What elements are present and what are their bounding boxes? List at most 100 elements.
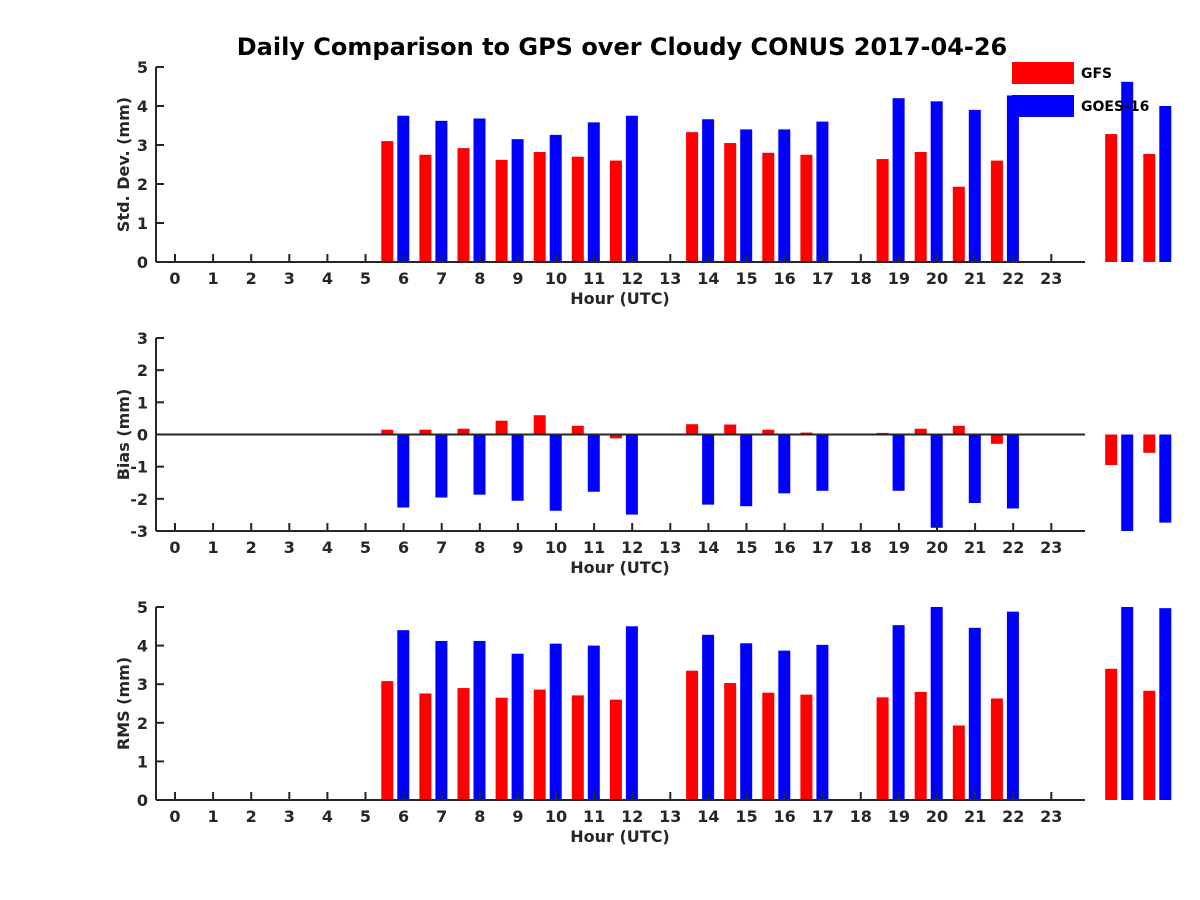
x-tick-label: 10 (545, 538, 567, 557)
x-tick-label: 2 (246, 269, 257, 288)
bar-goes-16-hour-4 (435, 640, 448, 800)
bar-goes-16-hour-17 (930, 101, 943, 262)
x-tick-label: 23 (1040, 538, 1062, 557)
x-tick-label: 16 (773, 538, 795, 557)
bar-gfs-hour-19 (990, 698, 1003, 800)
x-tick-label: 18 (850, 538, 872, 557)
bar-gfs-hour-16 (876, 697, 889, 800)
bar-goes-16-hour-9 (625, 626, 638, 800)
x-tick-label: 17 (812, 269, 834, 288)
x-tick-label: 9 (512, 269, 523, 288)
x-tick-label: 21 (964, 269, 986, 288)
bar-goes-16-hour-6 (511, 653, 524, 800)
y-tick-label: 3 (137, 329, 148, 348)
bar-gfs-hour-22 (1105, 134, 1118, 262)
y-tick-label: 3 (137, 136, 148, 155)
x-tick-label: 5 (360, 269, 371, 288)
bar-goes-16-hour-16 (892, 98, 905, 262)
bar-gfs-hour-12 (724, 683, 737, 800)
bar-gfs-hour-16 (876, 159, 889, 262)
x-tick-label: 13 (659, 807, 681, 826)
x-tick-label: 6 (398, 269, 409, 288)
bar-gfs-hour-13 (762, 692, 775, 800)
y-tick-label: 2 (137, 361, 148, 380)
bar-gfs-hour-4 (419, 429, 432, 435)
bar-gfs-hour-9 (609, 160, 622, 262)
bar-goes-16-hour-18 (968, 627, 981, 800)
bar-goes-16-hour-13 (778, 650, 791, 800)
bar-goes-16-hour-8 (587, 645, 600, 800)
bar-gfs-hour-4 (419, 693, 432, 800)
x-tick-label: 14 (697, 538, 719, 557)
bar-gfs-hour-23 (1143, 434, 1156, 453)
x-tick-label: 5 (360, 538, 371, 557)
x-tick-label: 11 (583, 269, 605, 288)
legend: GFS GOES-16 (1012, 62, 1149, 117)
x-axis-label: Hour (UTC) (570, 289, 670, 308)
bar-gfs-hour-18 (952, 725, 965, 800)
x-tick-label: 11 (583, 538, 605, 557)
x-tick-label: 15 (735, 269, 757, 288)
x-tick-label: 10 (545, 269, 567, 288)
x-tick-label: 3 (284, 538, 295, 557)
legend-label: GOES-16 (1081, 99, 1149, 115)
bar-goes-16-hour-11 (702, 434, 715, 505)
bar-gfs-hour-22 (1105, 434, 1118, 466)
x-tick-label: 8 (474, 269, 485, 288)
x-tick-label: 12 (621, 538, 643, 557)
x-tick-label: 5 (360, 807, 371, 826)
bar-gfs-hour-12 (724, 424, 737, 435)
bar-goes-16-hour-19 (1006, 611, 1019, 800)
x-tick-label: 21 (964, 538, 986, 557)
bar-goes-16-hour-22 (1121, 434, 1134, 531)
bar-goes-16-hour-18 (968, 434, 981, 504)
y-tick-label: 1 (137, 393, 148, 412)
x-tick-label: 23 (1040, 807, 1062, 826)
y-tick-label: 2 (137, 175, 148, 194)
bar-goes-16-hour-19 (1006, 95, 1019, 262)
bar-gfs-hour-13 (762, 429, 775, 435)
x-tick-label: 13 (659, 538, 681, 557)
x-tick-label: 1 (208, 269, 219, 288)
y-tick-label: 4 (137, 637, 148, 656)
y-axis-label: Std. Dev. (mm) (114, 97, 133, 232)
y-tick-label: -1 (130, 458, 148, 477)
bar-goes-16-hour-8 (587, 434, 600, 492)
y-tick-label: 0 (137, 253, 148, 272)
bar-goes-16-hour-22 (1121, 81, 1134, 262)
x-tick-label: 4 (322, 807, 333, 826)
x-tick-label: 17 (812, 807, 834, 826)
x-tick-label: 4 (322, 269, 333, 288)
bar-goes-16-hour-23 (1159, 608, 1172, 800)
x-tick-label: 19 (888, 538, 910, 557)
bar-goes-16-hour-3 (397, 630, 410, 800)
bar-goes-16-hour-8 (587, 122, 600, 262)
x-tick-label: 22 (1002, 807, 1024, 826)
bar-goes-16-hour-12 (740, 643, 753, 800)
bar-goes-16-hour-4 (435, 120, 448, 262)
x-tick-label: 7 (436, 807, 447, 826)
x-tick-label: 20 (926, 538, 948, 557)
bar-goes-16-hour-7 (549, 134, 562, 262)
bar-goes-16-hour-13 (778, 129, 791, 262)
y-tick-label: 5 (137, 58, 148, 77)
legend-swatch-gfs (1012, 62, 1074, 84)
bar-goes-16-hour-23 (1159, 106, 1172, 262)
bar-gfs-hour-6 (495, 697, 508, 800)
bar-gfs-hour-14 (800, 694, 813, 800)
x-tick-label: 8 (474, 807, 485, 826)
x-tick-label: 2 (246, 807, 257, 826)
x-tick-label: 15 (735, 538, 757, 557)
y-tick-label: 0 (137, 791, 148, 810)
x-tick-label: 22 (1002, 538, 1024, 557)
bar-gfs-hour-18 (952, 425, 965, 435)
x-tick-label: 7 (436, 269, 447, 288)
x-axis-label: Hour (UTC) (570, 558, 670, 577)
bar-goes-16-hour-12 (740, 129, 753, 262)
y-tick-label: 0 (137, 426, 148, 445)
bar-gfs-hour-11 (686, 132, 699, 262)
bar-goes-16-hour-13 (778, 434, 791, 494)
